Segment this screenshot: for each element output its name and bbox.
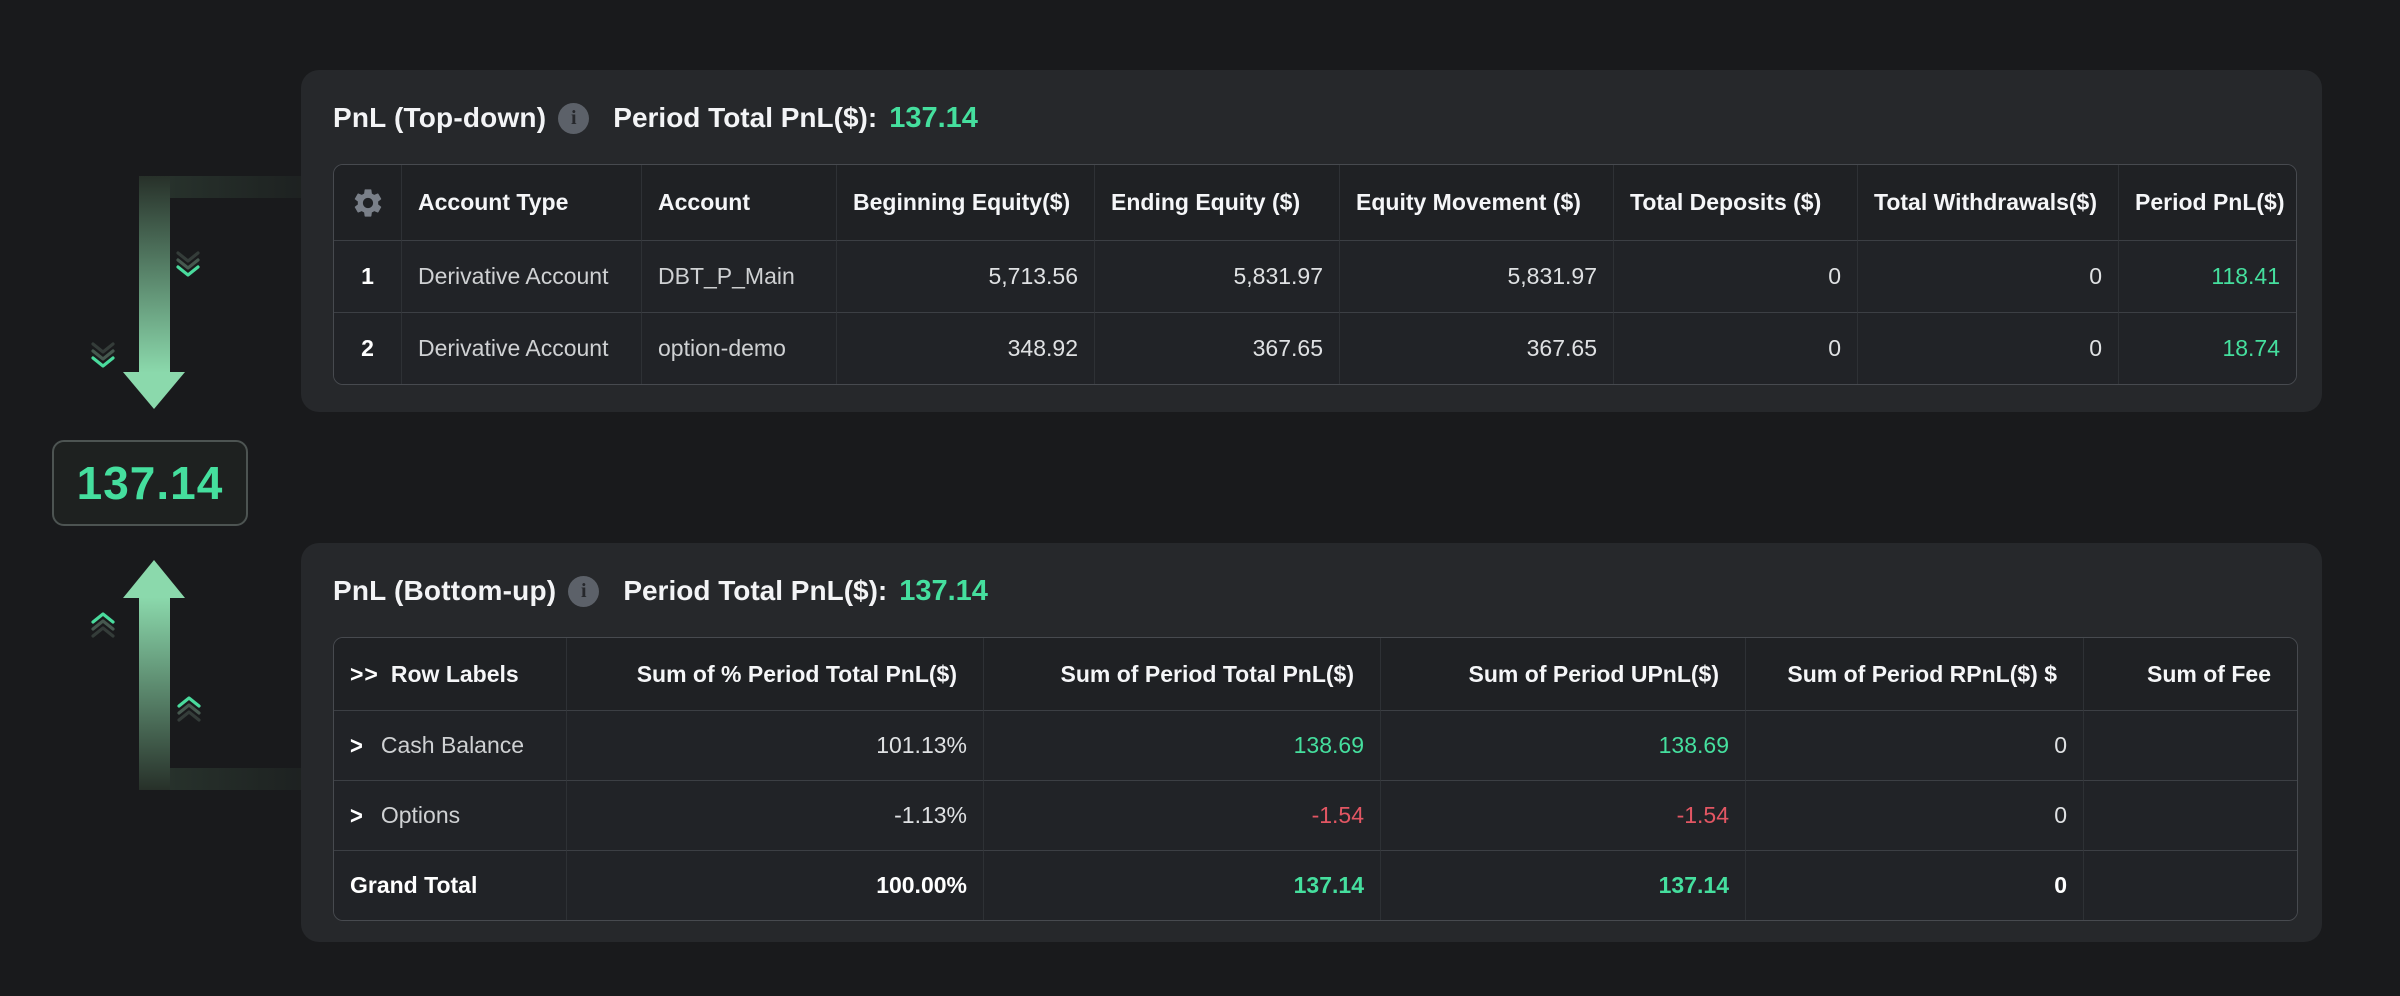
table-settings-button[interactable] (334, 165, 401, 240)
col-period-pnl[interactable]: Period PnL($) (2118, 165, 2296, 240)
info-icon[interactable]: i (568, 575, 600, 607)
info-icon[interactable]: i (558, 102, 590, 134)
col-ending-equity[interactable]: Ending Equity ($) (1094, 165, 1339, 240)
period-pnl-cell: 118.41 (2118, 240, 2296, 312)
period-total-label: Period Total PnL($): (613, 102, 878, 133)
bottomup-header-row: >> Row Labels Sum of % Period Total PnL(… (334, 638, 2297, 710)
col-beginning-equity[interactable]: Beginning Equity($) (836, 165, 1094, 240)
col-sum-period-upnl[interactable]: Sum of Period UPnL($) (1380, 638, 1745, 710)
row-index: 2 (334, 312, 401, 384)
col-sum-period-total-pnl[interactable]: Sum of Period Total PnL($) (983, 638, 1380, 710)
pnl-bottomup-title: PnL (Bottom-up) (333, 575, 557, 606)
row-label-cell: > Cash Balance (334, 710, 566, 780)
chevron-down-icon (91, 342, 115, 368)
table-row: 1 Derivative Account DBT_P_Main 5,713.56… (334, 240, 2296, 312)
equity-movement-cell: 367.65 (1339, 312, 1613, 384)
col-sum-pct-period-total-pnl[interactable]: Sum of % Period Total PnL($) (566, 638, 983, 710)
grand-total-label: Grand Total (334, 850, 566, 920)
chevron-up-icon (177, 696, 201, 722)
period-rpnl-cell: 0 (1745, 780, 2083, 850)
period-rpnl-cell: 0 (1745, 710, 2083, 780)
grand-total-period-total-pnl: 137.14 (983, 850, 1380, 920)
period-upnl-cell: -1.54 (1380, 780, 1745, 850)
col-sum-of-fee[interactable]: Sum of Fee (2083, 638, 2297, 710)
row-label-text: Cash Balance (380, 732, 525, 758)
table-row: > Options -1.13% -1.54 -1.54 0 (334, 780, 2297, 850)
col-sum-period-rpnl[interactable]: Sum of Period RPnL($) $ (1745, 638, 2083, 710)
period-total-pnl-box-value: 137.14 (76, 457, 224, 509)
col-account-type[interactable]: Account Type (401, 165, 641, 240)
col-account[interactable]: Account (641, 165, 836, 240)
ending-equity-cell: 5,831.97 (1094, 240, 1339, 312)
fee-cell (2083, 780, 2297, 850)
period-total-value: 137.14 (889, 101, 978, 134)
pnl-topdown-title: PnL (Top-down) (333, 102, 547, 133)
period-total-pnl-cell: 138.69 (983, 710, 1380, 780)
grand-total-fee (2083, 850, 2297, 920)
pnl-bottomup-panel: PnL (Bottom-up) i Period Total PnL($): 1… (301, 543, 2322, 942)
pnl-topdown-panel: PnL (Top-down) i Period Total PnL($): 13… (301, 70, 2322, 412)
chevron-down-icon (176, 251, 200, 277)
col-total-deposits[interactable]: Total Deposits ($) (1613, 165, 1857, 240)
bottomup-table: >> Row Labels Sum of % Period Total PnL(… (333, 637, 2298, 921)
total-withdrawals-cell: 0 (1857, 240, 2118, 312)
account-cell: DBT_P_Main (641, 240, 836, 312)
pnl-bottomup-header: PnL (Bottom-up) i Period Total PnL($): 1… (333, 571, 2295, 611)
col-equity-movement[interactable]: Equity Movement ($) (1339, 165, 1613, 240)
table-row: 2 Derivative Account option-demo 348.92 … (334, 312, 2296, 384)
account-type-cell: Derivative Account (401, 240, 641, 312)
beginning-equity-cell: 348.92 (836, 312, 1094, 384)
table-row: > Cash Balance 101.13% 138.69 138.69 0 (334, 710, 2297, 780)
period-pnl-cell: 18.74 (2118, 312, 2296, 384)
col-row-labels: >> Row Labels (334, 638, 566, 710)
chevron-up-icon (91, 612, 115, 638)
account-type-cell: Derivative Account (401, 312, 641, 384)
row-label-cell: > Options (334, 780, 566, 850)
period-total-pnl-cell: -1.54 (983, 780, 1380, 850)
grand-total-row: Grand Total 100.00% 137.14 137.14 0 (334, 850, 2297, 920)
topdown-header-row: Account Type Account Beginning Equity($)… (334, 165, 2296, 240)
pct-period-total-pnl-cell: 101.13% (566, 710, 983, 780)
equity-movement-cell: 5,831.97 (1339, 240, 1613, 312)
total-withdrawals-cell: 0 (1857, 312, 2118, 384)
expand-all-icon[interactable]: >> (350, 660, 379, 687)
expand-row-icon[interactable]: > (350, 730, 363, 760)
grand-total-period-upnl: 137.14 (1380, 850, 1745, 920)
beginning-equity-cell: 5,713.56 (836, 240, 1094, 312)
topdown-table: Account Type Account Beginning Equity($)… (333, 164, 2297, 385)
period-total-label: Period Total PnL($): (623, 575, 888, 606)
total-deposits-cell: 0 (1613, 312, 1857, 384)
account-cell: option-demo (641, 312, 836, 384)
pct-period-total-pnl-cell: -1.13% (566, 780, 983, 850)
col-row-labels-text: Row Labels (390, 660, 519, 687)
fee-cell (2083, 710, 2297, 780)
col-total-withdrawals[interactable]: Total Withdrawals($) (1857, 165, 2118, 240)
total-deposits-cell: 0 (1613, 240, 1857, 312)
period-upnl-cell: 138.69 (1380, 710, 1745, 780)
period-total-value: 137.14 (899, 574, 988, 607)
grand-total-period-rpnl: 0 (1745, 850, 2083, 920)
grand-total-pct: 100.00% (566, 850, 983, 920)
ending-equity-cell: 367.65 (1094, 312, 1339, 384)
period-total-pnl-box: 137.14 (52, 440, 248, 526)
row-label-text: Options (380, 802, 461, 828)
gear-icon (354, 188, 381, 217)
expand-row-icon[interactable]: > (350, 800, 363, 830)
row-index: 1 (334, 240, 401, 312)
pnl-topdown-header: PnL (Top-down) i Period Total PnL($): 13… (333, 98, 2295, 138)
